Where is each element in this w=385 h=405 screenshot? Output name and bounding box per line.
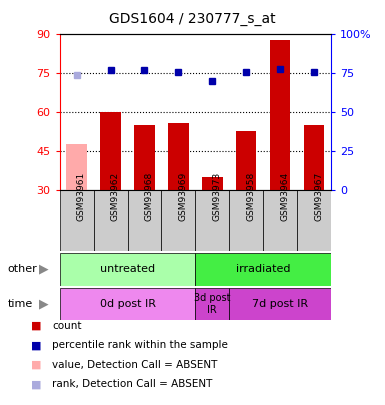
Bar [100,113,121,190]
Text: time: time [8,299,33,309]
Text: 0d post IR: 0d post IR [100,299,156,309]
Text: other: other [8,264,37,274]
Text: ■: ■ [31,321,41,331]
Bar [60,288,195,320]
Text: GSM93967: GSM93967 [314,172,323,221]
Text: GSM93958: GSM93958 [246,172,255,221]
Bar [195,253,331,286]
Text: value, Detection Call = ABSENT: value, Detection Call = ABSENT [52,360,218,370]
Text: GSM93969: GSM93969 [178,172,187,221]
Bar [67,144,87,190]
Bar [263,190,297,251]
Text: rank, Detection Call = ABSENT: rank, Detection Call = ABSENT [52,379,213,389]
Bar [168,123,189,190]
Bar [195,288,229,320]
Text: GSM93964: GSM93964 [280,172,289,221]
Text: ▶: ▶ [39,263,49,276]
Text: untreated: untreated [100,264,155,274]
Text: ▶: ▶ [39,297,49,310]
Text: 3d post
IR: 3d post IR [194,293,231,315]
Text: GSM93962: GSM93962 [110,172,120,221]
Bar [297,190,331,251]
Bar [60,190,94,251]
Text: ■: ■ [31,379,41,389]
Bar [127,190,161,251]
Text: GDS1604 / 230777_s_at: GDS1604 / 230777_s_at [109,12,276,26]
Text: percentile rank within the sample: percentile rank within the sample [52,341,228,350]
Bar [229,288,331,320]
Text: irradiated: irradiated [236,264,291,274]
Text: 7d post IR: 7d post IR [252,299,308,309]
Text: GSM93961: GSM93961 [77,172,85,221]
Text: GSM93973: GSM93973 [213,172,221,221]
Bar [236,130,256,190]
Text: GSM93968: GSM93968 [144,172,154,221]
Bar [161,190,196,251]
Bar [195,190,229,251]
Bar [60,253,195,286]
Bar [94,190,127,251]
Text: count: count [52,321,82,331]
Text: ■: ■ [31,360,41,370]
Bar [304,126,324,190]
Bar [229,190,263,251]
Bar [134,126,155,190]
Bar [202,177,223,190]
Text: ■: ■ [31,341,41,350]
Bar [270,40,290,190]
